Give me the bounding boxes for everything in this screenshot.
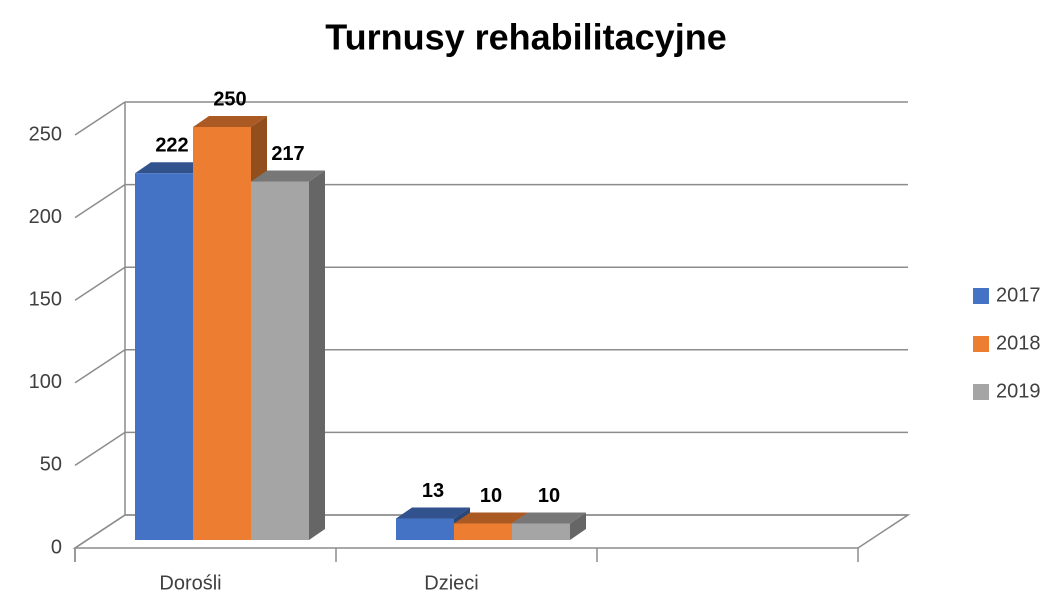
bar-top <box>512 512 586 524</box>
value-label: 10 <box>480 485 502 507</box>
bar-front <box>512 523 570 540</box>
value-label: 217 <box>271 143 304 165</box>
y-tick-label: 0 <box>51 536 62 558</box>
value-label: 10 <box>538 485 560 507</box>
value-label: 250 <box>213 88 246 110</box>
grid-line-side <box>74 514 126 549</box>
chart-title: Turnusy rehabilitacyjne <box>325 17 726 58</box>
bar-top <box>251 170 325 182</box>
grid-line-side <box>74 101 126 136</box>
grid-line-side <box>74 183 126 219</box>
value-label: 13 <box>422 480 444 502</box>
grid-line-side <box>74 431 126 467</box>
y-tick-label: 250 <box>29 123 62 145</box>
bar-top <box>193 116 267 127</box>
bar <box>251 170 325 541</box>
x-tick-label: Dorośli <box>159 572 221 594</box>
bar-front <box>454 523 512 540</box>
bar-front <box>251 181 309 541</box>
y-tick-label: 100 <box>29 371 62 393</box>
bar-top <box>454 512 528 524</box>
y-tick-label: 150 <box>29 288 62 310</box>
y-tick-label: 50 <box>40 454 62 476</box>
y-tick-label: 200 <box>29 206 62 228</box>
legend-label: 2019 <box>996 380 1041 402</box>
legend-swatch <box>973 288 989 304</box>
bar-front <box>396 518 454 540</box>
legend-swatch <box>973 384 989 400</box>
value-label: 222 <box>155 135 188 157</box>
legend-swatch <box>973 336 989 352</box>
bar-side <box>309 170 325 541</box>
bar <box>512 512 586 540</box>
bar-top <box>396 507 470 519</box>
grid-line-side <box>74 266 126 301</box>
grid-line-side <box>74 349 126 384</box>
bar-front <box>135 173 193 541</box>
legend-label: 2018 <box>996 332 1041 354</box>
bar-top <box>135 162 209 174</box>
bar-front <box>193 127 251 540</box>
legend-label: 2017 <box>996 284 1041 306</box>
bar-side <box>570 512 586 540</box>
x-tick-label: Dzieci <box>424 572 478 594</box>
